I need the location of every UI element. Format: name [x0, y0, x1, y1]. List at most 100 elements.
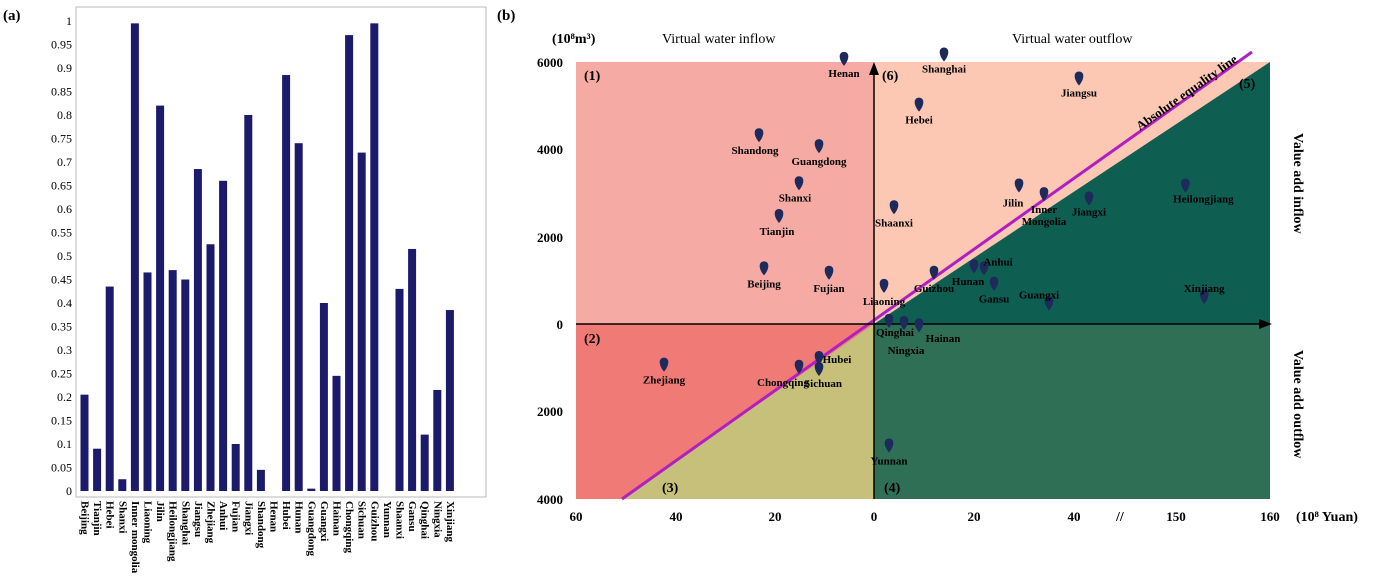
data-point-label: Hunan: [952, 276, 984, 288]
map-pin-icon: [1181, 178, 1190, 193]
panel-a-y-tick-label: 0.8: [57, 108, 72, 122]
panel-a-y-tick-label: 0.95: [51, 38, 72, 52]
map-pin-icon: [914, 97, 924, 112]
x-axis-arrow-icon: [1259, 319, 1272, 329]
bar: [332, 375, 341, 491]
data-point-label: Hainan: [926, 333, 961, 345]
panel-a-x-tick-label: Guangdong: [305, 501, 317, 557]
bar: [420, 434, 429, 491]
quadrant-4-region: [874, 324, 1270, 499]
data-point-label: Jiangxi: [1072, 207, 1106, 219]
panel-b-x-tick-label: 20: [769, 509, 782, 524]
data-point-label: Xinjiang: [1184, 283, 1225, 295]
data-point: Jiangsu: [1061, 71, 1097, 99]
bar: [156, 105, 165, 491]
panel-b-x-tick-label: 20: [968, 509, 981, 524]
virtual-water-inflow-label: Virtual water inflow: [662, 32, 776, 47]
value-add-inflow-label: Value add inflow: [1290, 133, 1305, 235]
data-point: Hunan: [952, 259, 984, 288]
data-point-label: Heilongjiang: [1173, 193, 1234, 205]
data-point-label: Ningxia: [888, 345, 925, 357]
panel-a-x-tick-label: Heilongjiang: [167, 501, 179, 562]
data-point-label: Henan: [828, 68, 859, 80]
data-point-label: Zhejiang: [643, 375, 686, 387]
bar: [445, 310, 454, 491]
panel-a-x-tick-label: Chongqing: [343, 501, 355, 553]
map-pin-icon: [824, 265, 834, 280]
panel-a-y-tick-label: 0.1: [57, 437, 72, 451]
panel-a-y-tick-label: 0.9: [57, 61, 72, 75]
panel-a-y-tick-label: 0.4: [57, 296, 72, 310]
quadrant-1-region: [576, 62, 874, 324]
data-point: Guangxi: [1019, 289, 1059, 311]
bar: [294, 143, 303, 491]
map-pin-icon: [814, 139, 824, 154]
panel-a-y-tick-label: 0.15: [51, 414, 72, 428]
bar: [244, 115, 253, 491]
map-pin-icon: [754, 128, 764, 143]
data-point: Tianjin: [760, 209, 794, 238]
y-axis-arrow-icon: [869, 62, 879, 75]
map-pin-icon: [1074, 71, 1084, 86]
panel-a-label: (a): [3, 8, 21, 24]
panel-b-x-ticks: 60 40 20 0 20 40 150 160: [570, 509, 1280, 524]
bar: [433, 389, 442, 491]
panel-a-x-tick-label: Shanxi: [116, 501, 128, 533]
panel-b-y-tick-label: 4000: [537, 492, 563, 507]
data-point-label: Jilin: [1003, 197, 1024, 209]
data-point: Shaanxi: [875, 200, 913, 229]
panel-a-x-tick-label: Beijing: [79, 501, 91, 535]
bar: [395, 288, 404, 491]
map-pin-icon: [879, 278, 889, 293]
map-pin-icon: [929, 265, 939, 280]
data-point: Anhui: [979, 256, 1013, 276]
data-point: Hebei: [905, 97, 933, 127]
quadrant-label-2: (2): [584, 332, 601, 347]
data-point-label: Liaoning: [863, 296, 906, 308]
bar: [345, 35, 354, 491]
map-pin-icon: [659, 357, 669, 372]
data-point: Shanxi: [779, 176, 811, 204]
bar: [105, 286, 114, 491]
data-point-label: Hebei: [905, 115, 933, 127]
data-point: Ningxia: [888, 316, 925, 357]
map-pin-icon: [899, 316, 909, 330]
panel-b-label: (b): [497, 8, 515, 24]
data-point: Henan: [828, 51, 860, 80]
data-point-label: Beijing: [747, 278, 781, 290]
map-pin-icon: [774, 209, 784, 224]
panel-a-x-labels: Beijing Tianjin Hebei Shanxi Inner mongolia L…: [79, 501, 456, 574]
data-point: Guizhou: [914, 265, 954, 295]
bar: [93, 448, 102, 491]
panel-a-y-tick-label: 0.25: [51, 367, 72, 381]
data-point-label: Inner: [1031, 204, 1057, 216]
data-point: Gansu: [979, 276, 1010, 306]
data-point-label: Shaanxi: [875, 217, 913, 229]
data-point-label: Mongolia: [1022, 216, 1067, 228]
panel-a-x-tick-label: Sichuan: [356, 501, 368, 539]
map-pin-icon: [979, 261, 989, 276]
data-point-label: Gansu: [979, 294, 1010, 306]
panel-a-x-tick-label: Liaoning: [142, 501, 154, 544]
panel-a-y-tick-label: 0.45: [51, 273, 72, 287]
data-point: Liaoning: [863, 278, 906, 308]
quadrant-label-4: (4): [884, 481, 901, 496]
panel-a-x-tick-label: Tianjin: [91, 501, 103, 536]
panel-b-x-tick-label: 160: [1260, 509, 1280, 524]
bar: [256, 469, 265, 491]
bar: [231, 444, 240, 491]
map-pin-icon: [914, 318, 924, 333]
data-point: Xinjiang: [1184, 283, 1225, 304]
panel-a-y-tick-label: 0.65: [51, 179, 72, 193]
panel-a-y-tick-label: 0.2: [57, 390, 72, 404]
bar: [206, 244, 215, 491]
x-unit-label: (10⁸ Yuan): [1296, 510, 1358, 525]
map-pin-icon: [989, 276, 999, 291]
panel-a-x-tick-label: Jiangxi: [242, 501, 254, 535]
panel-a-x-tick-label: Hebei: [104, 501, 116, 529]
panel-a-x-tick-label: Anhui: [217, 501, 229, 530]
panel-a-x-tick-label: Henan: [268, 501, 280, 532]
panel-b-quadrant-chart: (b) Absolute equality line (10⁸m³) Virtu…: [497, 8, 1358, 525]
panel-a-x-tick-label: Gansu: [406, 501, 418, 532]
